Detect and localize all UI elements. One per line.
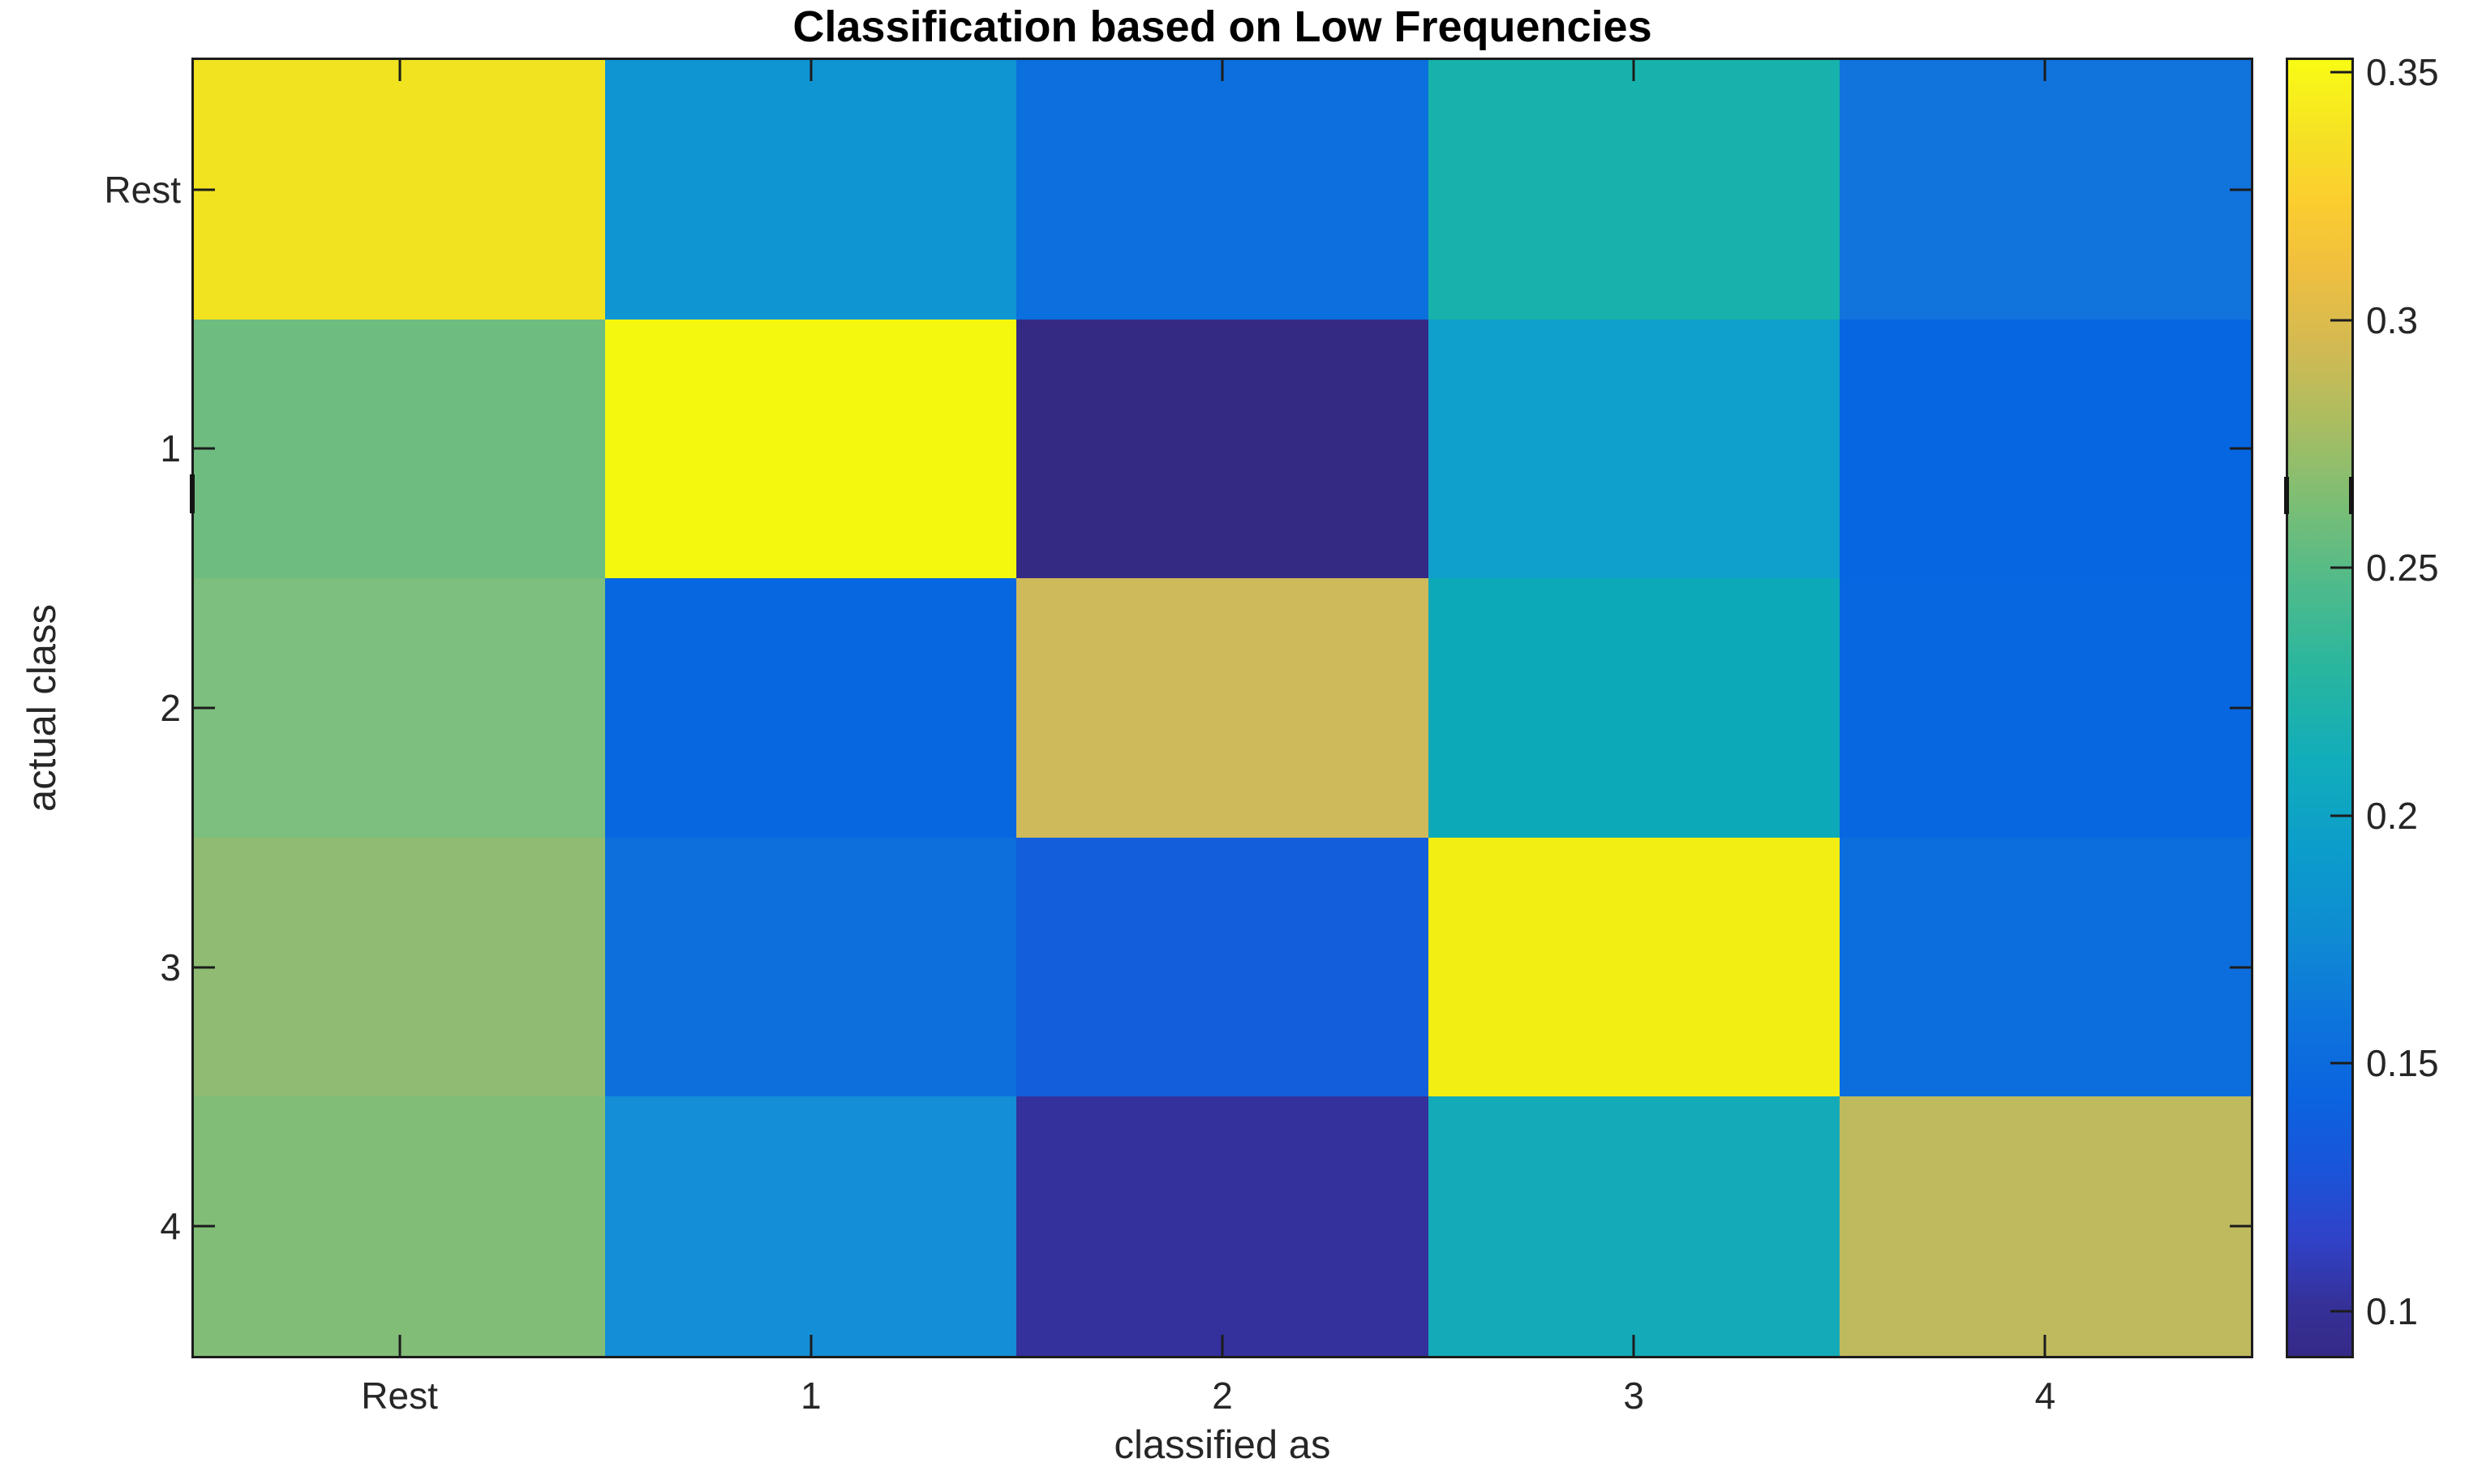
y-tick-mark-right [2230,966,2251,969]
heatmap-cell [605,60,1017,320]
colorbar-tick-label: 0.2 [2366,794,2418,837]
x-tick-mark [398,1335,402,1356]
x-tick-mark [809,1335,813,1356]
y-tick-label: Rest [104,168,181,211]
x-axis-label: classified as [1114,1423,1331,1467]
colorbar-gradient [2288,60,2351,1356]
colorbar-tick-mark [2330,319,2351,322]
heatmap-grid [194,60,2251,1356]
y-tick-label: 2 [160,687,181,729]
heatmap-cell [194,837,606,1097]
axis-edge-artifact-mark [190,474,195,513]
x-tick-mark-top [1221,60,1224,81]
colorbar-tick-label: 0.15 [2366,1042,2439,1085]
y-tick-mark-right [2230,188,2251,191]
colorbar-tick-mark [2330,566,2351,569]
heatmap-cell [1839,319,2251,579]
y-tick-mark [194,1225,215,1228]
x-tick-label: 3 [1623,1375,1644,1417]
heatmap-cell [605,837,1017,1097]
colorbar: 0.35 0.3 0.25 0.2 0.15 0.1 [2286,51,2439,1358]
colorbar-tick-label: 0.25 [2366,547,2439,590]
y-tick-label: 3 [160,946,181,989]
heatmap-cell [1839,578,2251,838]
x-tick-label: 2 [1212,1375,1233,1417]
y-tick-mark-right [2230,1225,2251,1228]
y-tick-mark-right [2230,447,2251,450]
colorbar-tick-label: 0.35 [2366,51,2439,94]
heatmap-cell [1016,1096,1428,1356]
heatmap-cell [194,60,606,320]
colorbar-left-artifact-mark [2284,477,2289,514]
colorbar-tick-mark [2330,71,2351,74]
plot-area: Rest 1 2 3 4 Rest 1 2 3 4 [104,58,2253,1417]
x-tick-mark-top [2043,60,2046,81]
x-tick-mark [1632,1335,1635,1356]
heatmap-cell [1428,578,1840,838]
heatmap-cell [1428,60,1840,320]
heatmap-cell [194,578,606,838]
heatmap-cell [605,578,1017,838]
y-tick-mark [194,706,215,710]
y-tick-label: 4 [160,1205,181,1248]
chart-title: Classification based on Low Frequencies [792,2,1652,51]
heatmap-cell [1839,1096,2251,1356]
x-tick-mark [1221,1335,1224,1356]
heatmap-cell [1839,60,2251,320]
x-tick-mark-top [1632,60,1635,81]
heatmap-cell [1016,837,1428,1097]
heatmap-cell [1016,60,1428,320]
y-tick-label: 1 [160,427,181,470]
y-tick-mark-right [2230,706,2251,710]
y-tick-mark [194,447,215,450]
heatmap-cell [605,319,1017,579]
y-axis-label: actual class [20,603,64,813]
x-tick-mark-top [809,60,813,81]
colorbar-tick-mark [2330,1310,2351,1313]
x-tick-mark-top [398,60,402,81]
colorbar-tick-label: 0.1 [2366,1290,2418,1332]
heatmap-cell [1428,319,1840,579]
x-tick-label: 4 [2034,1375,2056,1417]
colorbar-tick-mark [2330,814,2351,817]
heatmap-cell [1016,319,1428,579]
y-tick-mark [194,188,215,191]
x-tick-label: 1 [801,1375,822,1417]
colorbar-tick-mark [2330,1062,2351,1065]
x-tick-mark [2043,1335,2046,1356]
heatmap-cell [1839,837,2251,1097]
heatmap-cell [605,1096,1017,1356]
x-tick-label: Rest [361,1375,438,1417]
heatmap-cell [194,319,606,579]
heatmap-cell [1428,837,1840,1097]
heatmap-cell [1016,578,1428,838]
heatmap-cell [1428,1096,1840,1356]
y-tick-mark [194,966,215,969]
colorbar-tick-label: 0.3 [2366,298,2418,341]
heatmap-cell [194,1096,606,1356]
colorbar-right-artifact-mark [2349,477,2354,514]
